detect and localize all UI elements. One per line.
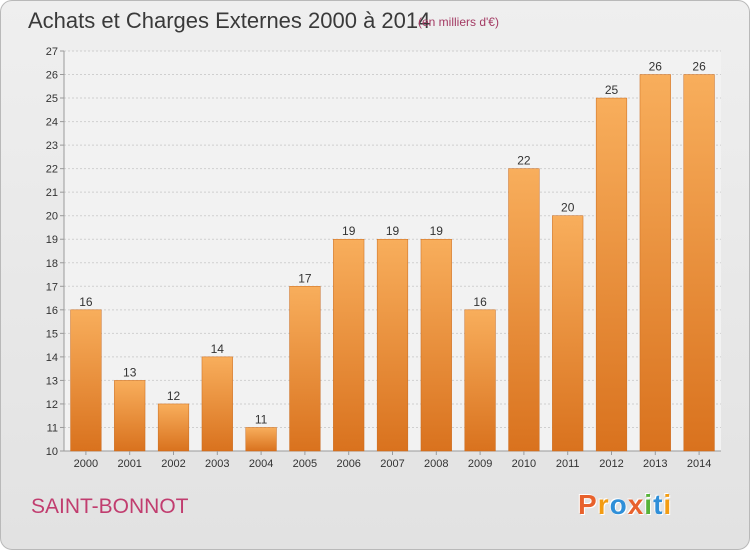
x-tick-label-2011: 2011 [556, 458, 580, 470]
y-tick-label: 13 [46, 375, 58, 387]
y-tick-label: 12 [46, 399, 58, 411]
bar-2013 [639, 74, 671, 452]
bar-2007 [376, 238, 409, 452]
data-label-2011: 20 [561, 201, 575, 215]
data-label-2006: 19 [342, 224, 356, 238]
x-tick-label-2009: 2009 [468, 458, 492, 470]
bar-2009 [464, 309, 496, 452]
bar-2005 [289, 286, 321, 452]
bar-2002 [157, 403, 190, 452]
bar-2004 [245, 427, 277, 452]
y-tick-label: 16 [46, 305, 58, 317]
place-name: SAINT-BONNOT [31, 495, 189, 518]
y-tick-label: 19 [46, 234, 58, 246]
data-label-2013: 26 [649, 60, 663, 74]
y-tick-label: 20 [46, 211, 58, 223]
chart-title: Achats et Charges Externes 2000 à 2014 [28, 8, 431, 33]
x-tick-label-2006: 2006 [336, 458, 360, 470]
x-tick-label-2003: 2003 [205, 458, 229, 470]
bar-2000 [70, 309, 102, 452]
y-tick-label: 11 [47, 422, 58, 434]
logo-letter: r [597, 489, 610, 520]
x-tick-label-2010: 2010 [512, 458, 536, 470]
y-tick-label: 25 [46, 93, 58, 105]
x-tick-label-2001: 2001 [117, 458, 141, 470]
bar-2011 [552, 215, 584, 452]
data-label-2007: 19 [386, 224, 400, 238]
data-label-2003: 14 [211, 342, 225, 356]
y-tick-label: 24 [46, 117, 58, 129]
y-tick-label: 18 [46, 258, 58, 270]
x-tick-label-2012: 2012 [599, 458, 623, 470]
logo-letter: P [578, 489, 598, 520]
y-tick-label: 23 [46, 140, 58, 152]
logo-letter: x [627, 489, 645, 520]
x-tick-label-2000: 2000 [74, 458, 98, 470]
y-tick-label: 14 [46, 352, 58, 364]
bar-2012 [595, 97, 628, 452]
bar-2014 [683, 74, 715, 452]
y-tick-label: 17 [46, 281, 58, 293]
x-tick-label-2013: 2013 [643, 458, 667, 470]
data-label-2000: 16 [79, 295, 93, 309]
data-label-2001: 13 [123, 365, 137, 379]
proxiti-logo: Proxiti [578, 489, 672, 521]
data-label-2009: 16 [473, 295, 487, 309]
x-tick-label-2007: 2007 [380, 458, 404, 470]
data-label-2014: 26 [692, 60, 706, 74]
x-tick-label-2002: 2002 [161, 458, 185, 470]
bar-2010 [508, 168, 540, 452]
logo-letter: i [644, 489, 654, 520]
y-tick-label: 15 [46, 328, 58, 340]
bar-2006 [333, 238, 365, 452]
x-tick-label-2004: 2004 [249, 458, 273, 470]
logo-letter: o [609, 489, 628, 520]
bar-2003 [201, 356, 233, 452]
data-label-2010: 22 [517, 154, 531, 168]
chart-subtitle: (en milliers d'€) [418, 15, 499, 29]
bar-2008 [420, 238, 452, 452]
bar-2001 [114, 380, 146, 452]
x-tick-label-2014: 2014 [687, 458, 711, 470]
data-label-2012: 25 [605, 83, 619, 97]
x-tick-label-2008: 2008 [424, 458, 448, 470]
data-label-2004: 11 [255, 412, 268, 426]
logo-letter: t [653, 489, 664, 520]
y-tick-label: 22 [46, 164, 58, 176]
logo-letter: i [663, 489, 673, 520]
y-tick-label: 10 [46, 446, 58, 458]
data-label-2005: 17 [298, 271, 312, 285]
x-tick-label-2005: 2005 [293, 458, 317, 470]
y-tick-label: 21 [46, 187, 58, 199]
data-label-2008: 19 [430, 224, 444, 238]
y-tick-label: 27 [46, 46, 58, 58]
data-label-2002: 12 [167, 389, 181, 403]
y-tick-label: 26 [46, 70, 58, 82]
